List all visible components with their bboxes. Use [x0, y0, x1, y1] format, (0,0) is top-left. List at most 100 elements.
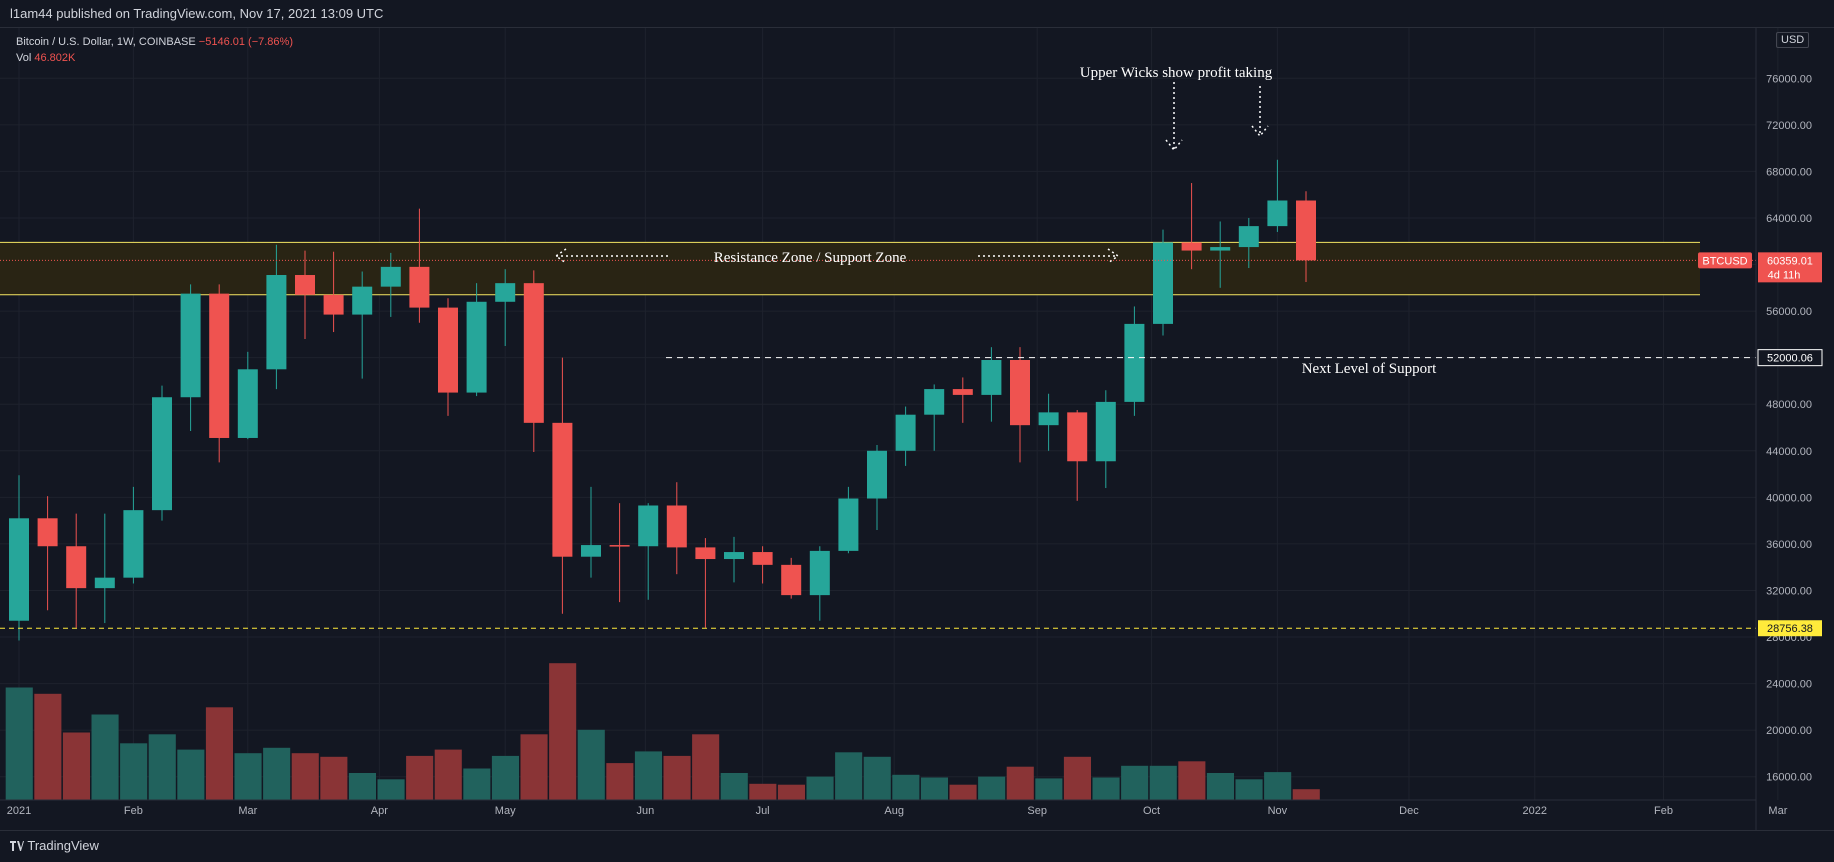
candle[interactable] — [981, 347, 1002, 422]
candle[interactable] — [781, 557, 802, 599]
candle-body — [1296, 200, 1316, 261]
candle-body — [867, 450, 887, 499]
candle[interactable] — [609, 503, 630, 603]
candle-body — [152, 397, 172, 511]
volume-bar — [1206, 773, 1234, 800]
volume-bar — [978, 776, 1006, 800]
candle[interactable] — [237, 351, 258, 440]
candle[interactable] — [895, 406, 916, 466]
candle[interactable] — [352, 271, 373, 379]
volume-bar — [91, 714, 119, 800]
candle[interactable] — [295, 250, 315, 340]
candle-body — [981, 359, 1002, 395]
candle[interactable] — [838, 486, 859, 554]
level-lines — [0, 259, 1756, 629]
candle[interactable] — [466, 283, 487, 397]
volume-bar — [606, 763, 634, 800]
candle[interactable] — [9, 475, 29, 641]
tradingview-brand: TradingView — [27, 838, 99, 853]
volume-bar — [1292, 789, 1320, 800]
candle[interactable] — [924, 384, 945, 451]
volume-bar — [1178, 761, 1206, 800]
volume-bar — [892, 774, 920, 800]
candle[interactable] — [724, 536, 744, 583]
candle[interactable] — [495, 269, 516, 347]
volume-bar — [263, 747, 291, 800]
candle[interactable] — [1181, 183, 1202, 270]
candle[interactable] — [323, 251, 344, 333]
candle[interactable] — [152, 385, 172, 521]
candle-body — [266, 275, 287, 370]
candle[interactable] — [37, 496, 58, 611]
candle[interactable] — [266, 244, 287, 390]
volume-bar — [177, 749, 205, 800]
volume-bar — [1035, 778, 1063, 800]
candle[interactable] — [552, 357, 573, 614]
x-tick-label: 2022 — [1523, 805, 1547, 817]
candle-body — [237, 369, 258, 438]
volume-bar — [291, 753, 319, 800]
volume-bar — [377, 779, 405, 800]
candle-body — [838, 498, 859, 551]
symbol-title: Bitcoin / U.S. Dollar, 1W, COINBASE — [16, 36, 196, 48]
volume-bar — [62, 732, 90, 800]
candle[interactable] — [409, 208, 430, 323]
candle[interactable] — [1153, 229, 1173, 336]
candle[interactable] — [666, 482, 687, 575]
candle[interactable] — [952, 377, 973, 423]
candle-body — [724, 552, 744, 560]
volume-bar — [806, 776, 834, 800]
candle[interactable] — [1238, 217, 1259, 269]
x-tick-label: Jul — [756, 805, 770, 817]
time-axis[interactable]: 2021 Feb Mar Apr May Jun Jul Aug Sep Oct Nov Dec 202… — [0, 799, 1788, 817]
candle-body — [1153, 242, 1173, 324]
candle[interactable] — [809, 546, 830, 621]
volume-bar — [205, 707, 233, 800]
volume-bar — [749, 783, 777, 800]
candle-body — [94, 577, 115, 589]
candle[interactable] — [209, 284, 230, 463]
candle[interactable] — [380, 252, 401, 317]
volume-bar — [835, 752, 863, 800]
candle[interactable] — [1267, 159, 1288, 232]
volume-bar — [1235, 779, 1263, 800]
candle[interactable] — [438, 298, 458, 416]
volume-bar — [1121, 765, 1149, 800]
candles[interactable] — [9, 159, 1316, 641]
tradingview-logo-icon — [10, 832, 24, 851]
y-tick-label: 56000.00 — [1766, 306, 1812, 318]
y-tick-label: 36000.00 — [1766, 539, 1812, 551]
candle[interactable] — [752, 546, 773, 584]
y-tick-label: 68000.00 — [1766, 166, 1812, 178]
candle-body — [438, 307, 458, 393]
candle[interactable] — [867, 444, 887, 530]
candle[interactable] — [1038, 393, 1059, 451]
candle[interactable] — [1124, 306, 1145, 416]
y-tick-label: 40000.00 — [1766, 492, 1812, 504]
price-axis[interactable]: 16000.0020000.0024000.0028000.0032000.00… — [1755, 28, 1812, 830]
candle-body — [609, 545, 630, 547]
candle[interactable] — [123, 486, 144, 584]
candle[interactable] — [1095, 390, 1116, 489]
candle[interactable] — [523, 270, 544, 452]
candle[interactable] — [1067, 410, 1088, 501]
symbol-tag — [1698, 252, 1752, 269]
candle[interactable] — [94, 513, 115, 624]
candle[interactable] — [1296, 191, 1316, 282]
footer-bar: TradingView — [0, 830, 1834, 860]
level-price-label: 52000.06 — [1767, 353, 1813, 365]
candle[interactable] — [695, 538, 716, 628]
candle[interactable] — [581, 486, 601, 578]
volume-bar — [1092, 777, 1120, 800]
candle[interactable] — [1010, 347, 1030, 463]
volume-bar — [148, 734, 176, 800]
candle-body — [781, 564, 802, 596]
candle[interactable] — [1210, 221, 1231, 288]
candle[interactable] — [180, 284, 201, 431]
candle[interactable] — [66, 513, 87, 628]
candle[interactable] — [638, 503, 659, 600]
x-tick-label: Jun — [636, 805, 654, 817]
currency-selector[interactable]: USD — [1776, 32, 1810, 48]
volume-bar — [777, 784, 805, 800]
